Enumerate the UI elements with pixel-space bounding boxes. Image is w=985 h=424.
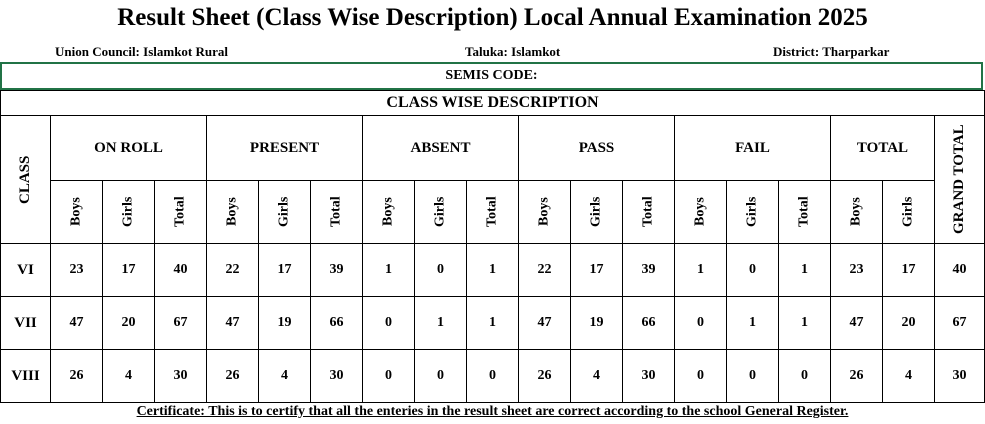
value: Islamkot [511, 44, 561, 59]
district: District: Tharparkar [773, 44, 889, 60]
sub-header: Boys [362, 180, 415, 244]
group-header: TOTAL [830, 115, 935, 181]
group-header: PASS [518, 115, 675, 181]
value-cell: 0 [466, 349, 519, 403]
value-cell: 17 [570, 243, 623, 297]
class-label: VI [0, 243, 51, 297]
taluka: Taluka: Islamkot [465, 44, 560, 60]
union-council: Union Council: Islamkot Rural [55, 44, 228, 60]
group-header: ON ROLL [50, 115, 207, 181]
value-cell: 23 [830, 243, 883, 297]
value-cell: 0 [362, 296, 415, 350]
value: Islamkot Rural [143, 44, 229, 59]
value-cell: 1 [414, 296, 467, 350]
class-label: VII [0, 296, 51, 350]
sub-header: Boys [674, 180, 727, 244]
value-cell: 4 [882, 349, 935, 403]
sub-header: Total [310, 180, 363, 244]
group-header: ABSENT [362, 115, 519, 181]
grand-total-header: GRAND TOTAL [934, 115, 985, 244]
value-cell: 1 [466, 243, 519, 297]
sub-header: Girls [570, 180, 623, 244]
title: Result Sheet (Class Wise Description) Lo… [117, 4, 868, 31]
value-cell: 1 [466, 296, 519, 350]
value-cell: 17 [258, 243, 311, 297]
value-cell: 66 [622, 296, 675, 350]
value-cell: 4 [102, 349, 155, 403]
value-cell: 30 [622, 349, 675, 403]
value-cell: 47 [206, 296, 259, 350]
caption: CLASS WISE DESCRIPTION [0, 90, 985, 116]
class-header: CLASS [0, 115, 51, 244]
sub-header: Boys [518, 180, 571, 244]
certificate: Certificate: This is to certify that all… [136, 404, 849, 419]
value-cell: 67 [154, 296, 207, 350]
label: Union Council: [55, 44, 140, 59]
value-cell: 0 [362, 349, 415, 403]
value-cell: 4 [258, 349, 311, 403]
sub-header: Boys [206, 180, 259, 244]
value-cell: 0 [674, 349, 727, 403]
value-cell: 0 [726, 349, 779, 403]
sub-header: Boys [50, 180, 103, 244]
value-cell: 1 [778, 296, 831, 350]
value-cell: 30 [934, 349, 985, 403]
value-cell: 19 [570, 296, 623, 350]
value-cell: 26 [518, 349, 571, 403]
value-cell: 1 [674, 243, 727, 297]
value-cell: 67 [934, 296, 985, 350]
label: Taluka: [465, 44, 508, 59]
value-cell: 40 [934, 243, 985, 297]
sub-header: Girls [726, 180, 779, 244]
semis-code: SEMIS CODE: [0, 62, 983, 90]
sub-header: Girls [102, 180, 155, 244]
sub-header: Boys [830, 180, 883, 244]
value-cell: 20 [102, 296, 155, 350]
label: District: [773, 44, 820, 59]
value-cell: 20 [882, 296, 935, 350]
class-label: VIII [0, 349, 51, 403]
sub-header: Girls [414, 180, 467, 244]
value-cell: 17 [882, 243, 935, 297]
value-cell: 0 [414, 349, 467, 403]
value-cell: 4 [570, 349, 623, 403]
value-cell: 23 [50, 243, 103, 297]
value-cell: 0 [778, 349, 831, 403]
value-cell: 47 [830, 296, 883, 350]
value-cell: 26 [206, 349, 259, 403]
value-cell: 0 [674, 296, 727, 350]
value-cell: 30 [310, 349, 363, 403]
value-cell: 22 [518, 243, 571, 297]
sub-header: Total [622, 180, 675, 244]
sub-header: Total [778, 180, 831, 244]
value-cell: 1 [362, 243, 415, 297]
group-header: PRESENT [206, 115, 363, 181]
value-cell: 17 [102, 243, 155, 297]
sub-header: Total [154, 180, 207, 244]
value-cell: 0 [726, 243, 779, 297]
value-cell: 40 [154, 243, 207, 297]
value-cell: 19 [258, 296, 311, 350]
value-cell: 26 [830, 349, 883, 403]
value-cell: 39 [310, 243, 363, 297]
value-cell: 0 [414, 243, 467, 297]
value-cell: 39 [622, 243, 675, 297]
value-cell: 1 [726, 296, 779, 350]
value-cell: 26 [50, 349, 103, 403]
sub-header: Girls [258, 180, 311, 244]
value-cell: 1 [778, 243, 831, 297]
value-cell: 30 [154, 349, 207, 403]
value-cell: 22 [206, 243, 259, 297]
sub-header: Girls [882, 180, 935, 244]
sub-header: Total [466, 180, 519, 244]
value-cell: 66 [310, 296, 363, 350]
value: Tharparkar [822, 44, 890, 59]
value-cell: 47 [518, 296, 571, 350]
group-header: FAIL [674, 115, 831, 181]
value-cell: 47 [50, 296, 103, 350]
